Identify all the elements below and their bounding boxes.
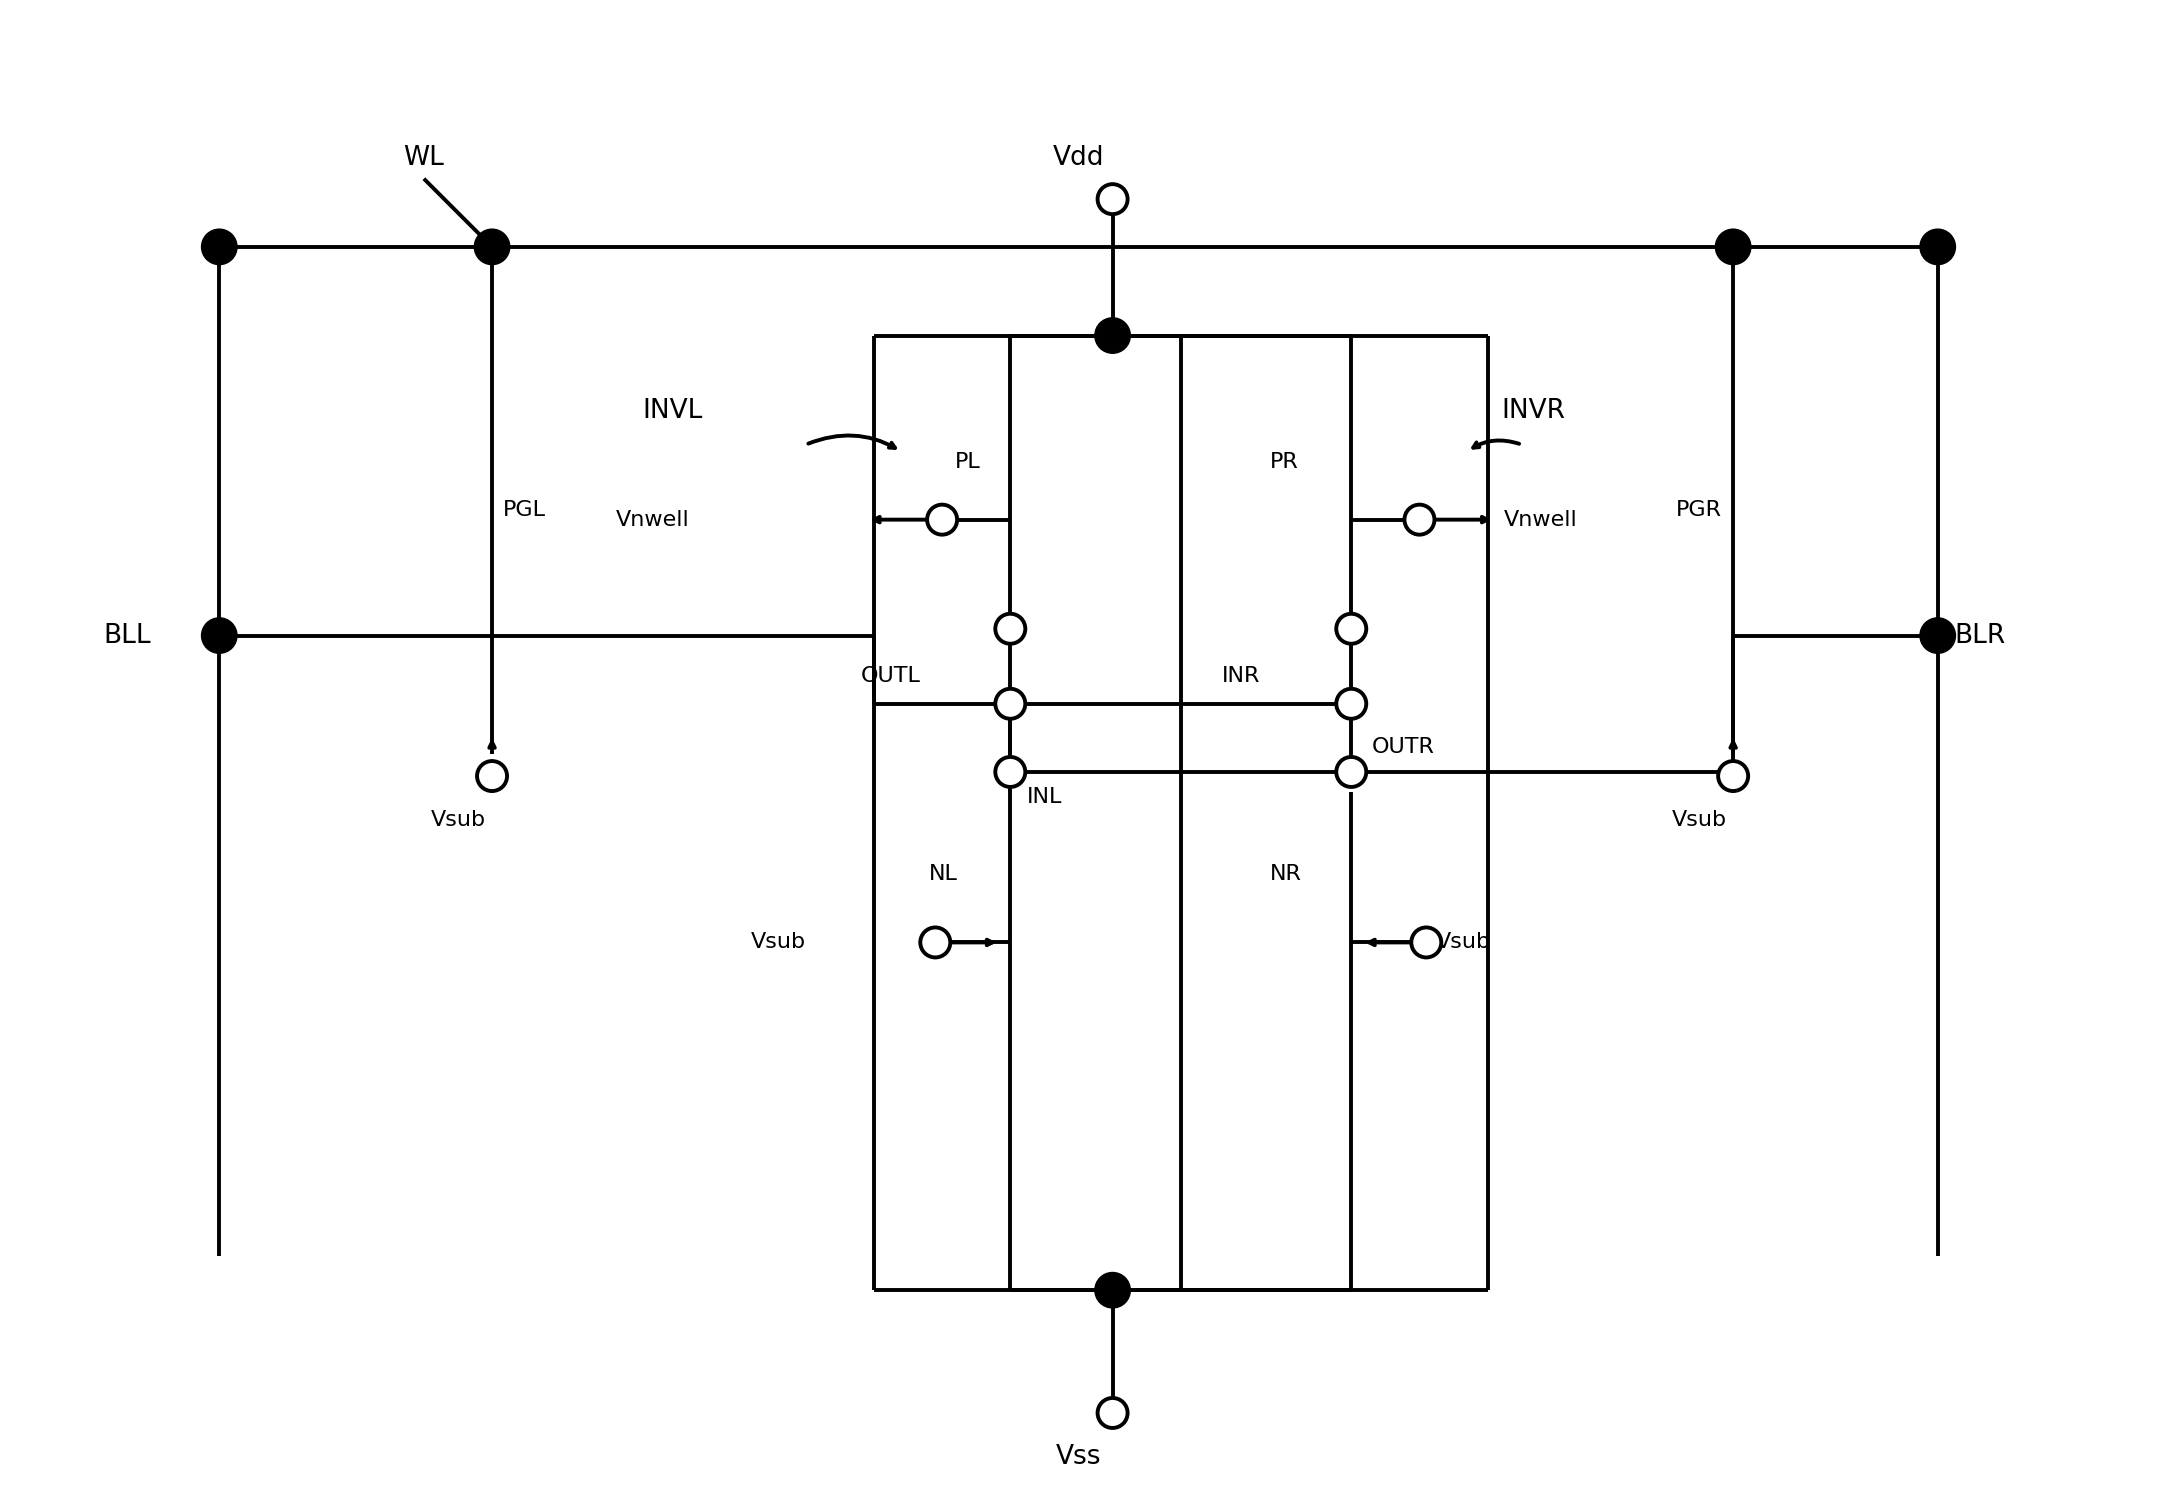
Text: INL: INL (1027, 786, 1061, 807)
Text: PL: PL (956, 452, 979, 472)
Text: NL: NL (928, 864, 958, 884)
Text: INVR: INVR (1501, 397, 1566, 424)
Text: NR: NR (1270, 864, 1301, 884)
Circle shape (477, 761, 507, 791)
Circle shape (1920, 618, 1956, 654)
Text: PGL: PGL (503, 500, 546, 520)
Circle shape (921, 927, 951, 957)
Circle shape (1096, 317, 1130, 353)
Circle shape (1337, 758, 1365, 788)
Circle shape (1404, 505, 1434, 535)
Text: Vsub: Vsub (751, 932, 807, 953)
Text: WL: WL (403, 146, 444, 171)
Text: Vnwell: Vnwell (1503, 510, 1577, 529)
Text: Vdd: Vdd (1053, 146, 1104, 171)
Circle shape (1719, 761, 1747, 791)
Text: BLR: BLR (1954, 622, 2006, 649)
Circle shape (475, 228, 509, 265)
Text: OUTR: OUTR (1372, 738, 1434, 758)
Circle shape (1337, 688, 1365, 718)
Circle shape (1096, 1273, 1130, 1308)
Circle shape (1098, 185, 1128, 213)
Circle shape (994, 613, 1025, 643)
Text: Vsub: Vsub (1672, 810, 1726, 830)
Circle shape (1411, 927, 1441, 957)
Circle shape (1715, 228, 1751, 265)
Circle shape (1098, 1398, 1128, 1428)
Text: Vss: Vss (1055, 1443, 1102, 1470)
Circle shape (1337, 613, 1365, 643)
Circle shape (201, 618, 237, 654)
Circle shape (994, 758, 1025, 788)
Circle shape (201, 228, 237, 265)
Text: OUTL: OUTL (861, 666, 921, 687)
Text: PGR: PGR (1676, 500, 1721, 520)
Text: Vsub: Vsub (1437, 932, 1490, 953)
Circle shape (994, 688, 1025, 718)
Circle shape (928, 505, 958, 535)
Text: PR: PR (1270, 452, 1299, 472)
Circle shape (1920, 228, 1956, 265)
Text: Vsub: Vsub (431, 810, 485, 830)
Text: INR: INR (1221, 666, 1260, 687)
Text: BLL: BLL (104, 622, 151, 649)
Text: INVL: INVL (643, 397, 703, 424)
Text: Vnwell: Vnwell (617, 510, 690, 529)
